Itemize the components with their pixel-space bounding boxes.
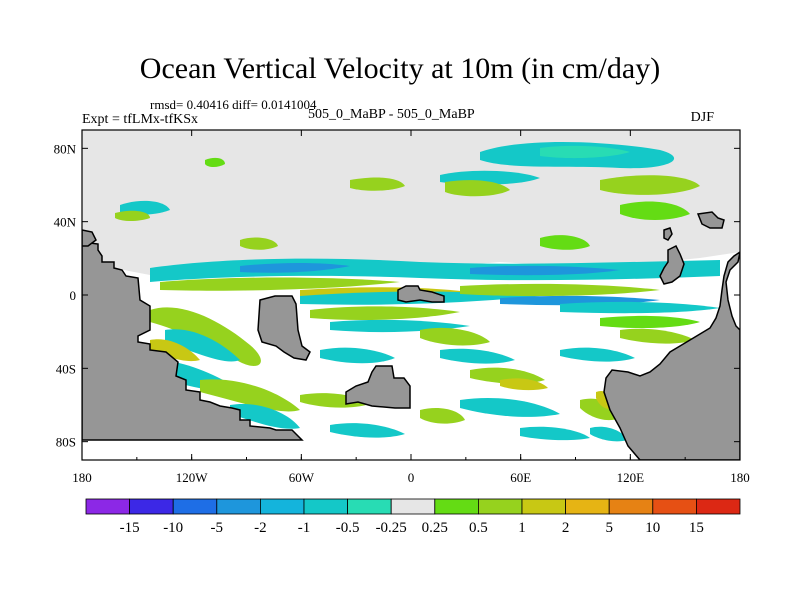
chart-title: Ocean Vertical Velocity at 10m (in cm/da… [139,52,661,85]
velocity-patches [115,142,720,442]
patch [320,347,395,364]
patch [165,329,240,362]
x-tick-label: 120W [176,470,209,485]
patch [230,403,300,429]
patch [205,157,225,167]
colorbar-box [129,498,174,515]
land-north-america [696,211,725,229]
colorbar-box [652,498,697,515]
y-tick-label: 80S [56,435,76,450]
map-area [82,130,740,460]
colorbar-label: -5 [211,520,224,536]
patch [310,306,460,320]
land-americas-east [603,251,740,460]
patch [115,210,150,221]
patch [240,237,278,250]
land-alaska [82,229,97,247]
colorbar-label: 5 [605,520,613,536]
patch [460,397,560,417]
patch [600,315,700,329]
colorbar-box [259,498,305,515]
experiment-label: Expt = tfLMx-tfKSx [82,112,198,127]
season-label: DJF [690,110,714,125]
colorbar-label: 1 [518,520,526,536]
colorbar-label: -10 [163,520,183,536]
land-north-america [663,227,673,241]
x-tick-label: 180 [72,470,92,485]
colorbar-label: 0.5 [469,520,488,536]
land-central-america [659,244,685,285]
patch [560,347,635,362]
colorbar-box [172,498,218,515]
patch [500,378,548,391]
patch [160,277,400,291]
stats-label: rmsd= 0.40416 diff= 0.0141004 [150,97,317,112]
patch [620,328,695,344]
colorbar-box [303,498,348,515]
x-tick-label: 0 [408,470,415,485]
colorbar-box [608,498,654,515]
patch [600,175,700,195]
model-label: 505_0_MaBP - 505_0_MaBP [308,107,475,122]
land-indonesia [397,285,445,303]
patch [445,180,510,197]
colorbar-box [565,498,610,515]
land-masses [82,211,740,460]
patch [520,426,590,441]
colorbar-box [521,498,566,515]
patch [150,339,200,362]
x-tick-label: 60W [289,470,315,485]
x-tick-label: 60E [510,470,531,485]
land-australia [345,365,411,409]
y-tick-label: 40S [56,361,76,376]
colorbar-label: -0.25 [376,520,407,536]
patch [580,398,620,421]
colorbar-label: 0.25 [422,520,448,536]
patch [460,283,660,297]
land-africa [257,295,311,361]
patch [590,426,628,442]
x-tick-label: 180 [730,470,750,485]
patch [240,263,350,273]
colorbar-box [434,498,479,515]
colorbar-box [85,498,130,515]
patch [420,408,465,424]
colorbar-label: 15 [689,520,704,536]
axes: 180 120W 60W 0 60E 120E 180 80N 40N 0 40S 80S [54,130,750,485]
colorbar-label: -0.5 [336,520,360,536]
patch [470,265,620,276]
land-south-america [82,241,304,441]
patch [560,301,720,314]
colorbar-label: 10 [645,520,660,536]
colorbar: -15 -10 -5 -2 -1 -0.5 -0.25 0.25 0.5 1 2 5 10 15 [85,498,741,536]
colorbar-box [477,498,523,515]
colorbar-box [696,498,741,515]
x-tick-label: 120E [617,470,645,485]
y-tick-label: 80N [54,141,77,156]
colorbar-label: -2 [254,520,267,536]
patch [620,201,690,220]
colorbar-label: -15 [120,520,140,536]
patch [540,235,590,250]
patch [420,327,490,346]
patch [350,177,405,191]
colorbar-box [216,498,261,515]
colorbar-box [390,498,436,515]
colorbar-label: 2 [562,520,570,536]
patch [200,379,300,412]
patch [540,145,630,159]
colorbar-label: -1 [298,520,311,536]
colorbar-box [347,498,392,515]
y-tick-label: 0 [70,288,77,303]
y-tick-label: 40N [54,215,77,230]
patch [440,348,515,364]
patch [330,423,405,438]
